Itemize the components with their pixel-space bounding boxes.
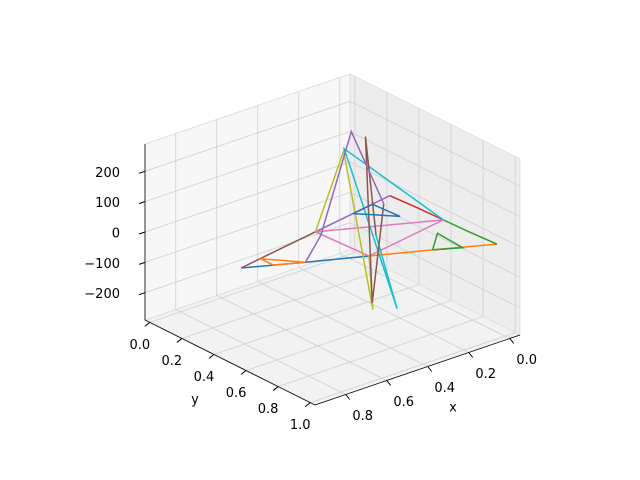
x-tick-label: 0.4: [434, 381, 455, 396]
line: [443, 219, 498, 245]
z-tick: [138, 201, 146, 205]
y-tick: [208, 354, 215, 359]
y-tick-label: 0.4: [194, 370, 215, 385]
y-tick: [176, 338, 183, 343]
y-axis-label: y: [191, 393, 199, 408]
y-tick: [240, 370, 247, 375]
line: [240, 231, 316, 269]
grid-line: [216, 295, 387, 381]
x-tick: [468, 352, 474, 358]
line: [312, 219, 444, 257]
z-tick: [138, 231, 146, 235]
line: [389, 194, 444, 221]
y-tick: [304, 402, 311, 407]
y-tick: [272, 386, 279, 391]
grid-line: [144, 191, 351, 263]
grid-line: [213, 284, 420, 355]
x-axis-label: x: [449, 401, 457, 416]
grid-line: [245, 300, 452, 371]
grid-line: [149, 252, 355, 323]
y-tick: [144, 322, 151, 327]
grid-line: [298, 267, 469, 353]
line: [260, 257, 306, 266]
grid-line: [175, 309, 346, 395]
z-tick: [138, 261, 146, 265]
x-tick-label: 0.8: [352, 409, 373, 424]
x-tick: [509, 338, 515, 344]
x-tick-label: 0.6: [393, 395, 414, 410]
grid-line: [144, 222, 351, 294]
z-tick-label: 200: [95, 166, 120, 181]
y-tick-label: 0.2: [162, 354, 183, 369]
line: [304, 129, 385, 263]
grid-line: [277, 316, 484, 387]
grid-line: [257, 281, 428, 367]
line: [342, 146, 444, 310]
z-tick-label: 0: [112, 227, 120, 242]
grid-line: [144, 100, 351, 172]
grid-line: [310, 332, 516, 403]
x-tick: [427, 366, 433, 372]
x-tick-label: 0.0: [516, 353, 537, 368]
grid-line: [181, 268, 388, 339]
grid-line: [144, 131, 351, 203]
x-tick: [345, 394, 351, 400]
z-tick: [138, 292, 146, 296]
y-tick-label: 0.6: [226, 386, 247, 401]
grid-line: [144, 161, 351, 233]
y-axis-line: [144, 319, 316, 406]
z-tick-label: −100: [84, 257, 120, 272]
z-tick: [138, 170, 146, 174]
x-tick: [386, 380, 392, 386]
line: [364, 136, 385, 303]
grid-line: [349, 161, 521, 248]
x-axis-line: [314, 334, 521, 406]
z-tick-label: −200: [84, 287, 120, 302]
line: [352, 203, 401, 218]
line: [431, 232, 466, 251]
y-tick-label: 0.0: [129, 338, 150, 353]
y-tick-label: 1.0: [290, 418, 311, 433]
x-tick-label: 0.2: [475, 367, 496, 382]
z-tick-label: 100: [95, 196, 120, 211]
grid-line: [349, 222, 521, 309]
grid-line: [349, 131, 521, 218]
grid-line: [349, 100, 521, 187]
y-tick-label: 0.8: [258, 402, 279, 417]
grid-line: [339, 253, 510, 339]
